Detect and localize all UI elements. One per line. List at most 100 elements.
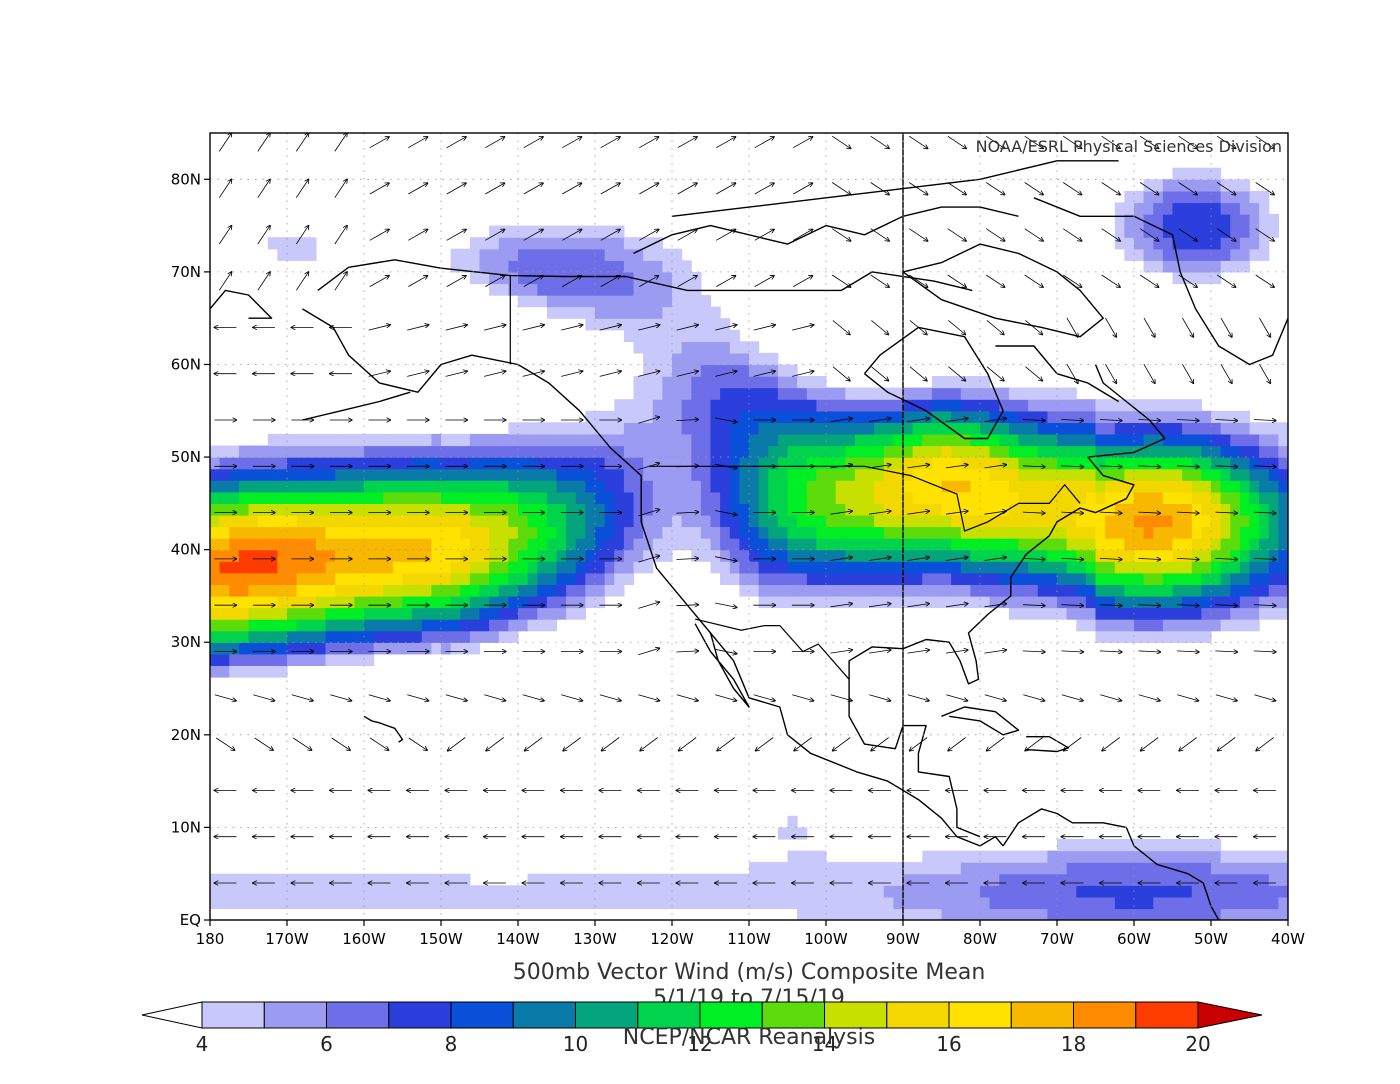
wind-speed-cell — [672, 260, 683, 273]
wind-speed-cell — [335, 595, 346, 609]
wind-vector — [369, 737, 388, 750]
wind-speed-cell — [373, 491, 384, 504]
wind-speed-cell — [392, 480, 404, 493]
wind-speed-cell — [749, 376, 760, 389]
wind-speed-cell — [749, 873, 760, 886]
wind-speed-cell — [1182, 422, 1193, 435]
wind-speed-cell — [402, 885, 413, 898]
wind-speed-cell — [1230, 850, 1241, 863]
wind-speed-cell — [999, 457, 1010, 470]
wind-speed-cell — [431, 468, 442, 481]
wind-speed-cell — [633, 885, 644, 898]
wind-speed-cell — [797, 503, 808, 516]
wind-speed-cell — [1278, 595, 1288, 609]
wind-speed-cell — [1066, 839, 1077, 852]
wind-speed-cell — [1220, 561, 1231, 574]
wind-speed-cell — [864, 410, 875, 423]
wind-speed-cell — [537, 445, 548, 458]
wind-speed-cell — [1008, 514, 1020, 528]
wind-speed-cell — [219, 619, 230, 632]
wind-speed-cell — [277, 561, 288, 574]
wind-vector — [448, 737, 466, 751]
wind-vector — [1139, 182, 1158, 195]
wind-speed-cell — [1085, 526, 1097, 539]
wind-speed-cell — [508, 271, 519, 285]
wind-speed-cell — [383, 433, 394, 447]
wind-speed-cell — [1095, 503, 1106, 516]
wind-speed-cell — [325, 538, 336, 551]
wind-speed-cell — [392, 468, 404, 481]
wind-speed-cell — [652, 433, 663, 447]
wind-vector — [909, 320, 927, 334]
wind-speed-cell — [691, 457, 702, 470]
wind-speed-cell — [623, 885, 635, 898]
wind-speed-cell — [1201, 595, 1212, 609]
wind-speed-cell — [845, 862, 856, 875]
wind-vector — [868, 465, 891, 469]
wind-speed-cell — [296, 584, 307, 597]
wind-speed-cell — [797, 514, 808, 528]
wind-vector — [945, 418, 968, 423]
wind-speed-cell — [633, 457, 644, 470]
wind-speed-cell — [1134, 595, 1145, 609]
wind-speed-cell — [518, 514, 529, 528]
wind-speed-cell — [922, 457, 933, 470]
wind-speed-cell — [797, 526, 808, 539]
wind-speed-cell — [392, 572, 404, 585]
wind-speed-cell — [893, 862, 904, 875]
wind-speed-cell — [960, 538, 971, 551]
wind-vector — [1182, 317, 1193, 337]
wind-speed-cell — [864, 445, 875, 458]
wind-speed-cell — [768, 410, 779, 423]
wind-speed-cell — [1134, 214, 1145, 227]
wind-speed-cell — [633, 422, 644, 435]
wind-speed-cell — [1124, 480, 1135, 493]
wind-speed-cell — [1201, 503, 1212, 516]
wind-speed-cell — [1095, 619, 1106, 632]
wind-speed-cell — [1143, 862, 1154, 875]
wind-speed-cell — [662, 873, 673, 886]
wind-speed-cell — [296, 526, 307, 539]
wind-vector — [408, 229, 427, 241]
wind-speed-cell — [1211, 480, 1222, 493]
wind-speed-cell — [1162, 248, 1174, 261]
wind-speed-cell — [691, 387, 702, 400]
wind-speed-cell — [1153, 480, 1164, 493]
wind-speed-cell — [758, 352, 769, 366]
wind-speed-cell — [672, 271, 683, 285]
wind-speed-cell — [364, 885, 375, 898]
wind-speed-cell — [585, 549, 596, 562]
coastline-segment — [848, 679, 981, 838]
wind-speed-cell — [1085, 619, 1097, 632]
wind-vector — [676, 651, 698, 652]
wind-speed-cell — [315, 619, 327, 632]
wind-speed-cell — [335, 873, 346, 886]
wind-speed-cell — [1268, 908, 1279, 920]
wind-speed-cell — [1047, 584, 1058, 597]
wind-speed-cell — [931, 873, 943, 886]
wind-speed-cell — [797, 422, 808, 435]
wind-speed-cell — [344, 561, 355, 574]
wind-speed-cell — [229, 630, 240, 643]
wind-vector — [1061, 420, 1083, 421]
wind-speed-cell — [931, 549, 943, 562]
wind-speed-cell — [1172, 167, 1183, 180]
wind-speed-cell — [662, 503, 673, 516]
wind-speed-cell — [787, 514, 798, 528]
wind-speed-cell — [970, 549, 981, 562]
colorbar-label: 12 — [687, 1032, 712, 1056]
wind-speed-cell — [1153, 260, 1164, 273]
wind-vector — [1259, 364, 1270, 383]
wind-speed-cell — [922, 885, 933, 898]
wind-speed-cell — [874, 387, 885, 400]
wind-speed-cell — [1211, 503, 1222, 516]
wind-speed-cell — [912, 908, 923, 920]
wind-speed-cell — [903, 491, 914, 504]
wind-speed-cell — [296, 457, 307, 470]
wind-speed-cell — [1268, 850, 1279, 863]
wind-speed-cell — [806, 503, 817, 516]
wind-speed-cell — [537, 422, 548, 435]
wind-speed-cell — [623, 283, 635, 296]
wind-speed-cell — [816, 572, 827, 585]
wind-speed-cell — [681, 410, 692, 423]
